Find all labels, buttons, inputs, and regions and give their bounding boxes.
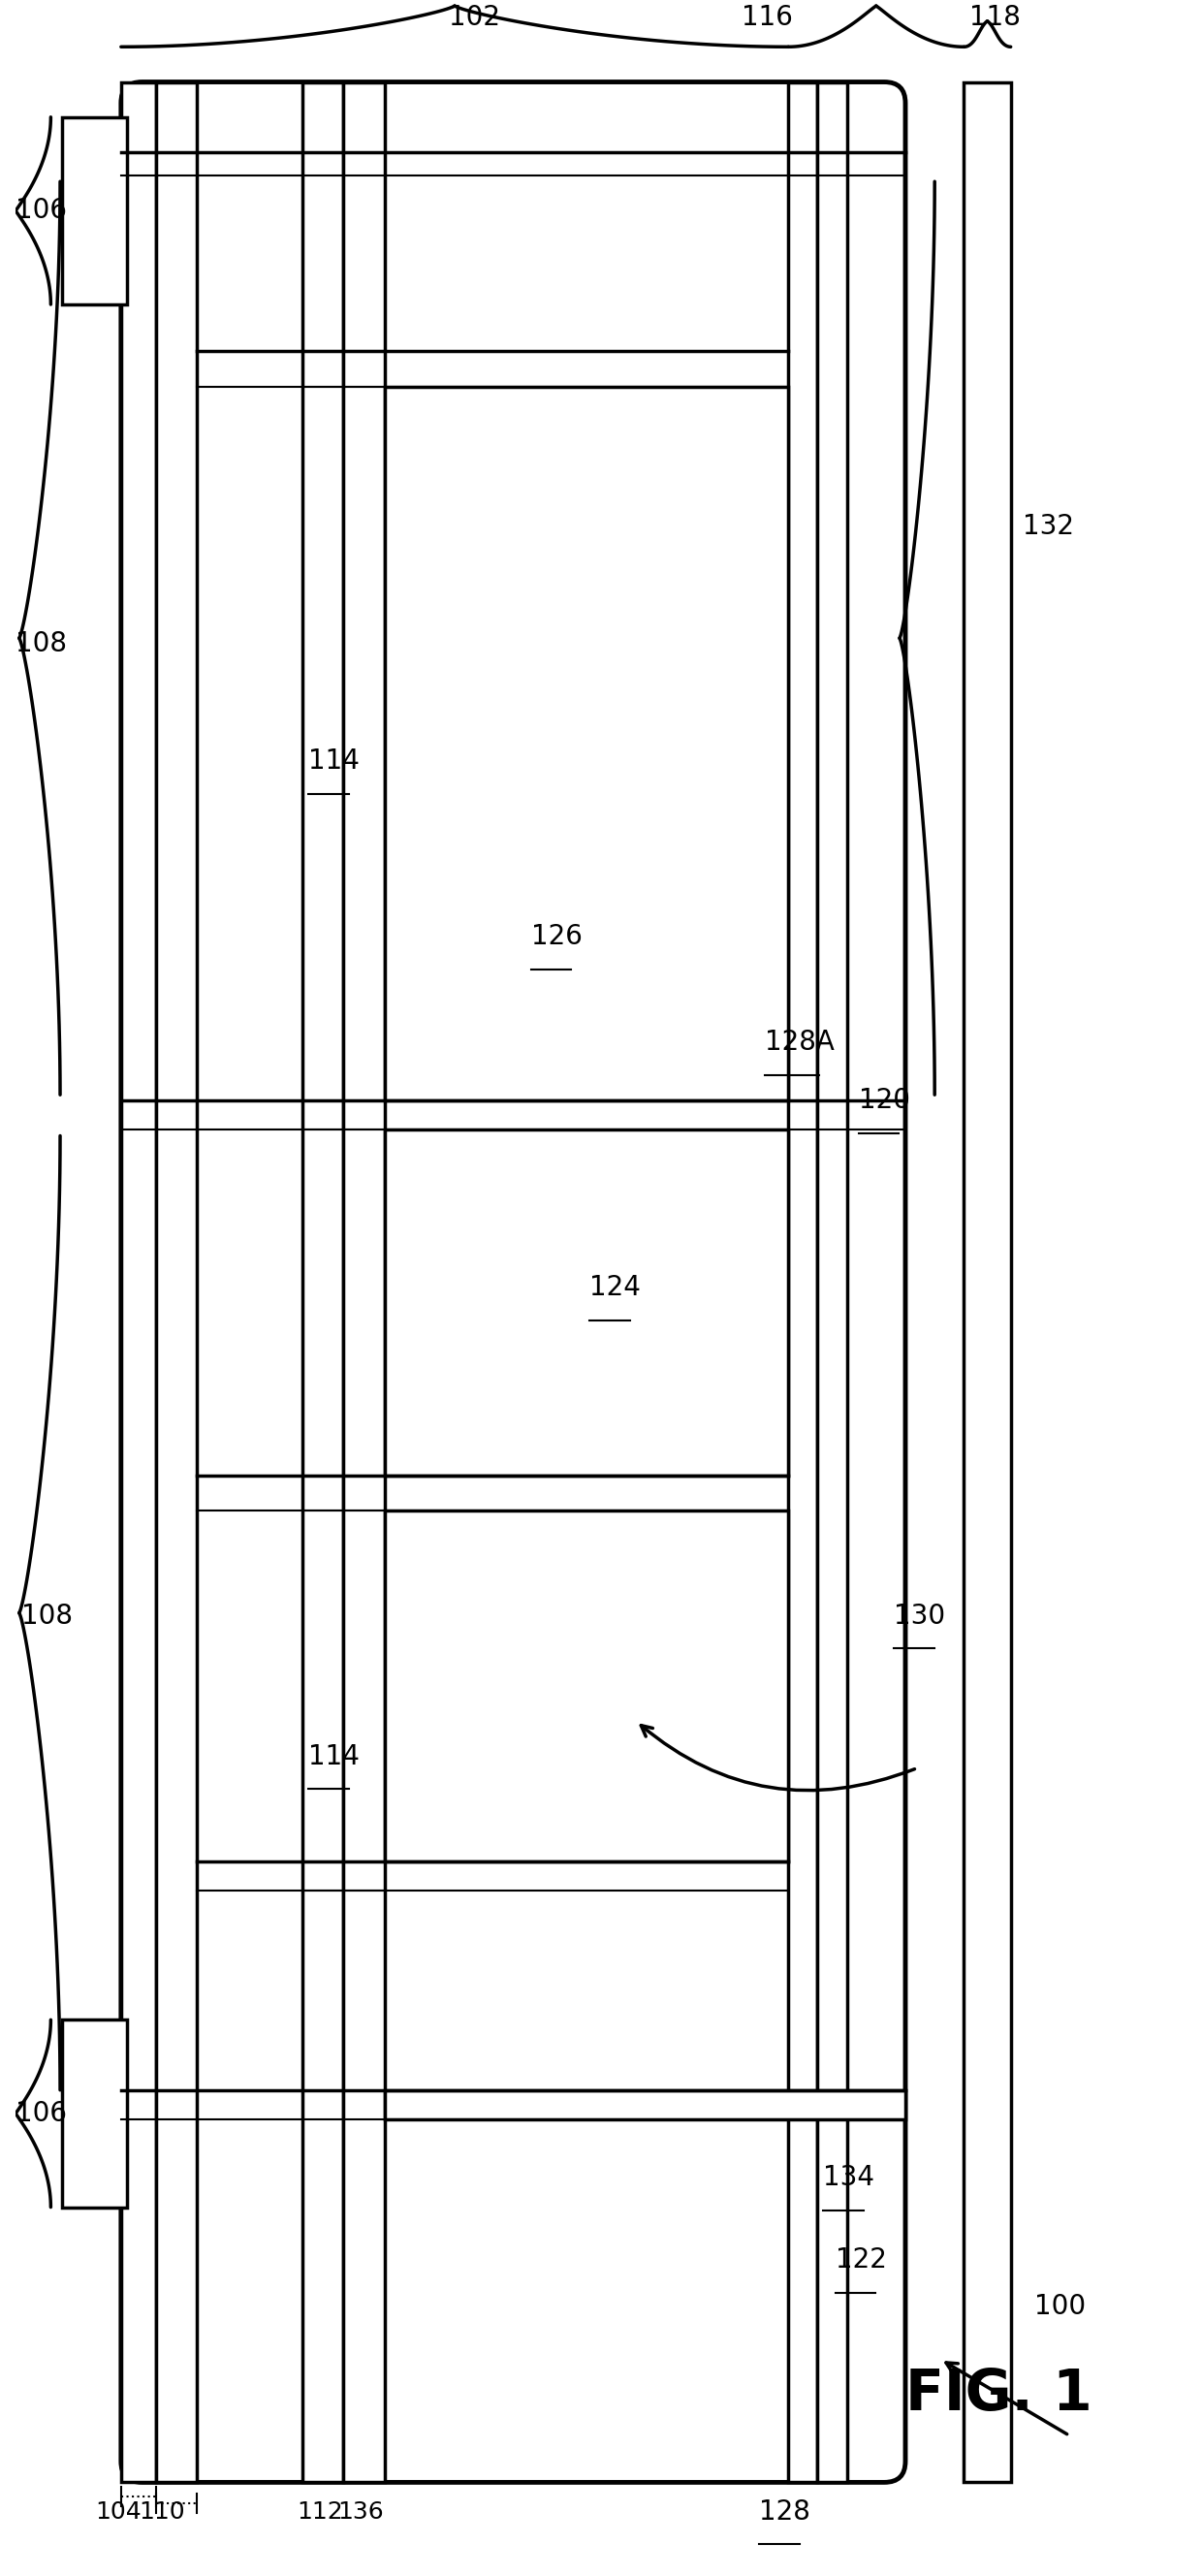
Text: 100: 100 (1034, 2293, 1085, 2321)
Text: 114: 114 (309, 1744, 359, 1770)
Text: 106: 106 (16, 198, 67, 224)
Text: 130: 130 (893, 1602, 945, 1631)
Text: 128: 128 (758, 2499, 810, 2524)
Bar (156, 82, 197, 2483)
Text: 118: 118 (970, 5, 1020, 31)
Bar (63, 2020, 127, 2208)
FancyBboxPatch shape (121, 82, 905, 2483)
Bar (121, 82, 156, 2483)
Text: 128A: 128A (764, 1028, 834, 1056)
Text: 134: 134 (823, 2164, 875, 2192)
Text: 114: 114 (309, 747, 359, 775)
Bar (385, 1131, 789, 1476)
Text: 120: 120 (858, 1087, 910, 1115)
Bar (63, 116, 127, 304)
Text: 106: 106 (16, 2099, 67, 2128)
Text: FIG. 1: FIG. 1 (905, 2367, 1093, 2421)
Bar (344, 82, 385, 2483)
Bar (964, 82, 1011, 2483)
Text: 116: 116 (742, 5, 793, 31)
Bar (303, 82, 344, 2483)
Bar (385, 1510, 789, 1862)
Text: 108: 108 (22, 1602, 73, 1631)
Bar (817, 82, 847, 2483)
Text: 110: 110 (138, 2499, 185, 2524)
Text: 122: 122 (835, 2246, 886, 2275)
Text: 104: 104 (95, 2499, 142, 2524)
Bar (385, 386, 789, 1100)
Bar (385, 2089, 905, 2120)
Text: 132: 132 (1023, 513, 1073, 541)
Text: 108: 108 (16, 631, 67, 657)
Text: 112: 112 (297, 2499, 343, 2524)
Text: 126: 126 (531, 922, 582, 951)
Text: 136: 136 (338, 2499, 383, 2524)
Text: 124: 124 (589, 1275, 641, 1301)
Text: 102: 102 (448, 5, 500, 31)
Bar (789, 82, 817, 2483)
